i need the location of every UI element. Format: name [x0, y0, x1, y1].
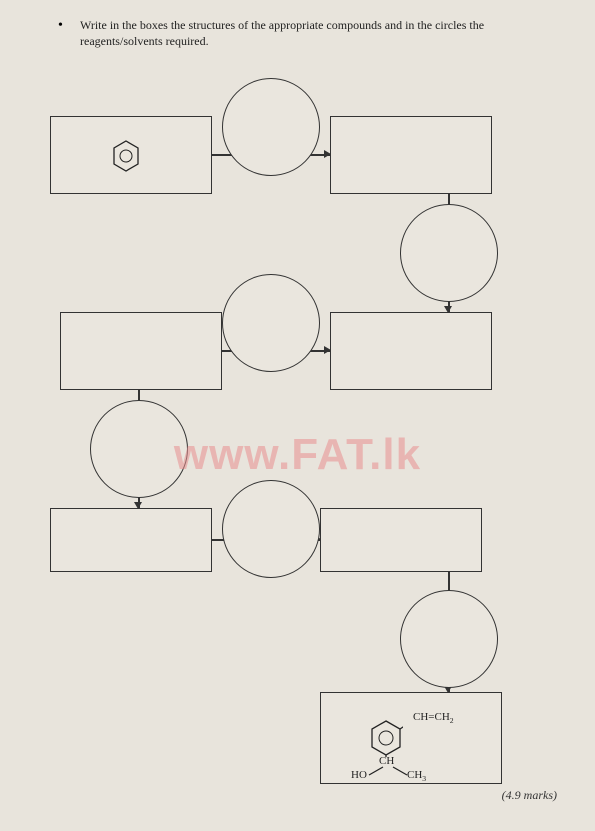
product-sub1-text: CH=CH: [413, 711, 450, 723]
product-benzene-icon: [369, 719, 403, 757]
product-sub2-ch3-sub: 3: [422, 774, 426, 783]
marks-label: (4.9 marks): [502, 788, 557, 803]
reagent-circle-6: [400, 590, 498, 688]
product-sub1-sub: 2: [450, 716, 454, 725]
bullet-icon: •: [58, 18, 63, 34]
benzene-icon: [111, 139, 141, 173]
compound-box-6: [320, 508, 482, 572]
compound-box-5: [50, 508, 212, 572]
product-sub2-ch3: CH3: [407, 769, 426, 783]
reagent-circle-5: [222, 480, 320, 578]
product-sub2-ho: HO: [351, 769, 367, 781]
reagent-circle-3: [222, 274, 320, 372]
product-sub1: CH=CH2: [413, 711, 454, 725]
question-text: Write in the boxes the structures of the…: [80, 18, 555, 49]
compound-box-1: [50, 116, 212, 194]
reagent-circle-4: [90, 400, 188, 498]
reagent-circle-2: [400, 204, 498, 302]
reagent-circle-1: [222, 78, 320, 176]
watermark-text: www.FAT.lk: [0, 430, 595, 480]
exam-page: • Write in the boxes the structures of t…: [0, 0, 595, 831]
product-sub2-ch3-text: CH: [407, 769, 422, 781]
compound-box-2: [330, 116, 492, 194]
compound-box-4: [330, 312, 492, 390]
compound-box-7-product: CH=CH2 CH HO CH3: [320, 692, 502, 784]
compound-box-3: [60, 312, 222, 390]
